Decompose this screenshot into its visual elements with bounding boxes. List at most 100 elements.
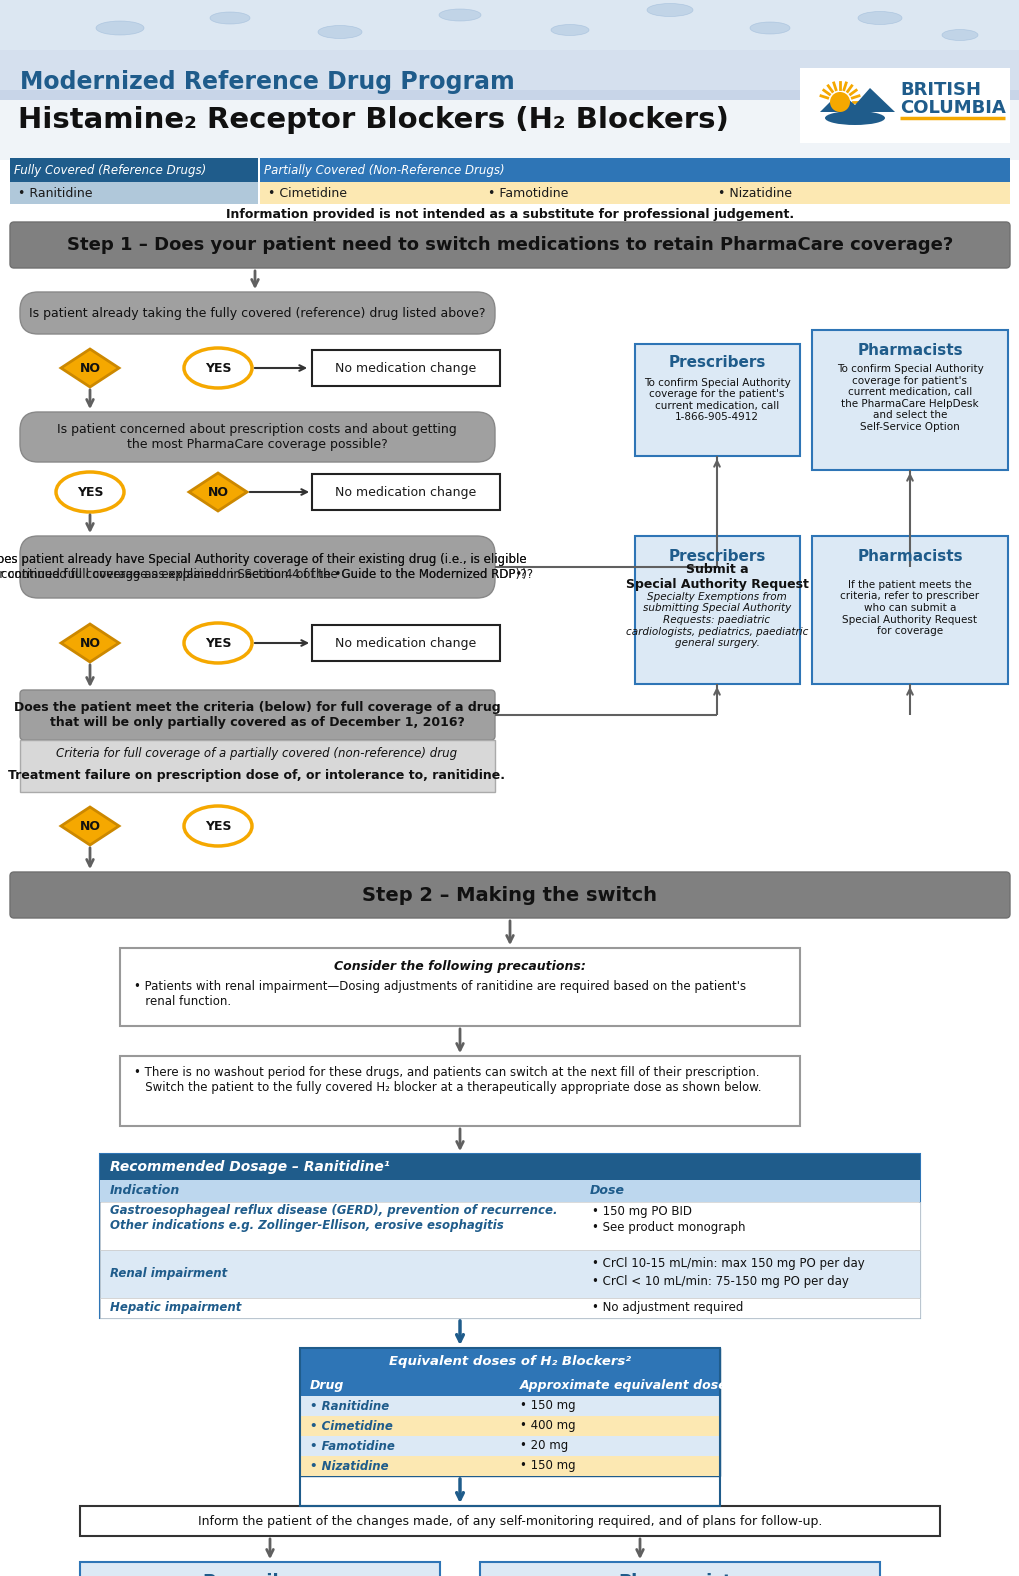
- Bar: [100, 1250, 919, 1299]
- Bar: [799, 68, 1009, 143]
- Polygon shape: [61, 807, 119, 845]
- FancyBboxPatch shape: [10, 872, 1009, 917]
- Text: To confirm Special Authority
coverage for the patient's
current medication, call: To confirm Special Authority coverage fo…: [643, 378, 790, 422]
- Text: Partially Covered (Non-Reference Drugs): Partially Covered (Non-Reference Drugs): [264, 164, 504, 177]
- Bar: [300, 1436, 719, 1456]
- Bar: [120, 949, 799, 1026]
- Text: Specialty Exemptions from
submitting Special Authority
Requests: paediatric
card: Specialty Exemptions from submitting Spe…: [626, 593, 807, 648]
- Polygon shape: [61, 624, 119, 662]
- FancyBboxPatch shape: [10, 222, 1009, 268]
- Ellipse shape: [183, 348, 252, 388]
- Bar: [811, 329, 1007, 470]
- FancyBboxPatch shape: [20, 292, 494, 334]
- Bar: [0, 0, 1019, 50]
- Bar: [300, 1347, 719, 1477]
- Text: Does patient already have Special Authority coverage of their existing drug (i.e: Does patient already have Special Author…: [0, 553, 533, 582]
- FancyBboxPatch shape: [20, 690, 494, 741]
- Text: Prescribers: Prescribers: [667, 548, 765, 564]
- Text: Fully Covered (Reference Drugs): Fully Covered (Reference Drugs): [14, 164, 206, 177]
- Text: Is patient already taking the fully covered (reference) drug listed above?: Is patient already taking the fully cove…: [29, 306, 485, 320]
- Text: • 150 mg PO BID: • 150 mg PO BID: [591, 1206, 691, 1218]
- Text: Pharmacists: Pharmacists: [856, 342, 962, 358]
- Bar: [100, 1154, 919, 1318]
- Text: Prescribers: Prescribers: [202, 1573, 317, 1576]
- Circle shape: [829, 91, 849, 112]
- Text: Information provided is not intended as a substitute for professional judgement.: Information provided is not intended as …: [226, 208, 793, 221]
- Bar: [300, 1347, 719, 1374]
- Bar: [0, 0, 1019, 90]
- Text: Inform the patient of the changes made, of any self-monitoring required, and of : Inform the patient of the changes made, …: [198, 1515, 821, 1527]
- Ellipse shape: [646, 3, 692, 16]
- Bar: [120, 1056, 799, 1125]
- Text: • Patients with renal impairment—Dosing adjustments of ranitidine are required b: • Patients with renal impairment—Dosing …: [133, 980, 745, 1009]
- Text: NO: NO: [79, 361, 101, 375]
- Ellipse shape: [749, 22, 790, 35]
- Text: • Famotidine: • Famotidine: [310, 1439, 394, 1453]
- Text: Step 2 – Making the switch: Step 2 – Making the switch: [362, 886, 657, 905]
- Text: YES: YES: [205, 361, 231, 375]
- Bar: [635, 536, 799, 684]
- Text: Step 1 – Does your patient need to switch medications to retain PharmaCare cover: Step 1 – Does your patient need to switc…: [67, 236, 952, 254]
- Bar: [300, 1396, 719, 1415]
- Text: • No adjustment required: • No adjustment required: [591, 1302, 743, 1314]
- Text: • Nizatidine: • Nizatidine: [717, 186, 791, 200]
- Bar: [312, 474, 499, 511]
- Bar: [100, 1180, 919, 1202]
- FancyBboxPatch shape: [20, 536, 494, 597]
- Text: YES: YES: [76, 485, 103, 498]
- Text: • Ranitidine: • Ranitidine: [310, 1399, 389, 1412]
- Bar: [100, 1154, 919, 1180]
- Ellipse shape: [438, 9, 481, 20]
- Text: BRITISH: BRITISH: [899, 80, 980, 99]
- Bar: [100, 1299, 919, 1318]
- Ellipse shape: [857, 11, 901, 25]
- Text: • 400 mg: • 400 mg: [520, 1420, 575, 1433]
- Text: Consider the following precautions:: Consider the following precautions:: [334, 960, 585, 972]
- Ellipse shape: [56, 471, 124, 512]
- Ellipse shape: [210, 13, 250, 24]
- Text: No medication change: No medication change: [335, 637, 476, 649]
- Bar: [312, 626, 499, 660]
- Bar: [260, 181, 1009, 203]
- Ellipse shape: [318, 25, 362, 38]
- Text: • CrCl 10-15 mL/min: max 150 mg PO per day: • CrCl 10-15 mL/min: max 150 mg PO per d…: [591, 1258, 864, 1270]
- Ellipse shape: [183, 623, 252, 663]
- Text: • 20 mg: • 20 mg: [520, 1439, 568, 1453]
- Ellipse shape: [550, 25, 588, 36]
- Text: No medication change: No medication change: [335, 361, 476, 375]
- Bar: [79, 1562, 439, 1576]
- Polygon shape: [61, 348, 119, 388]
- Ellipse shape: [824, 110, 884, 125]
- Text: COLUMBIA: COLUMBIA: [899, 99, 1005, 117]
- Text: • 150 mg: • 150 mg: [520, 1459, 575, 1472]
- Text: Submit a
Special Authority Request: Submit a Special Authority Request: [625, 563, 808, 591]
- Text: YES: YES: [205, 820, 231, 832]
- Text: Drug: Drug: [310, 1379, 344, 1392]
- Text: • See product monograph: • See product monograph: [591, 1221, 745, 1234]
- Bar: [480, 1562, 879, 1576]
- Text: NO: NO: [79, 637, 101, 649]
- Text: To confirm Special Authority
coverage for patient's
current medication, call
the: To confirm Special Authority coverage fo…: [836, 364, 982, 432]
- Text: Equivalent doses of H₂ Blockers²: Equivalent doses of H₂ Blockers²: [388, 1354, 631, 1368]
- Bar: [0, 99, 1019, 161]
- Bar: [20, 741, 494, 793]
- Bar: [510, 1374, 719, 1396]
- Text: Treatment failure on prescription dose of, or intolerance to, ranitidine.: Treatment failure on prescription dose o…: [8, 769, 505, 782]
- Bar: [300, 1347, 719, 1507]
- Bar: [10, 181, 258, 203]
- Text: Renal impairment: Renal impairment: [110, 1267, 227, 1280]
- Text: NO: NO: [79, 820, 101, 832]
- Text: Prescribers: Prescribers: [667, 355, 765, 369]
- Bar: [811, 536, 1007, 684]
- Text: • Famotidine: • Famotidine: [487, 186, 568, 200]
- Text: • CrCl < 10 mL/min: 75-150 mg PO per day: • CrCl < 10 mL/min: 75-150 mg PO per day: [591, 1275, 848, 1289]
- Text: • There is no washout period for these drugs, and patients can switch at the nex: • There is no washout period for these d…: [133, 1065, 761, 1094]
- Text: YES: YES: [205, 637, 231, 649]
- Text: Does patient already have Special Authority coverage of their existing drug (i.e: Does patient already have Special Author…: [0, 553, 526, 582]
- Ellipse shape: [96, 20, 144, 35]
- Text: Pharmacists: Pharmacists: [856, 548, 962, 564]
- Ellipse shape: [183, 805, 252, 846]
- Bar: [635, 344, 799, 455]
- Text: Is patient concerned about prescription costs and about getting
the most PharmaC: Is patient concerned about prescription …: [57, 422, 457, 451]
- Text: NO: NO: [207, 485, 228, 498]
